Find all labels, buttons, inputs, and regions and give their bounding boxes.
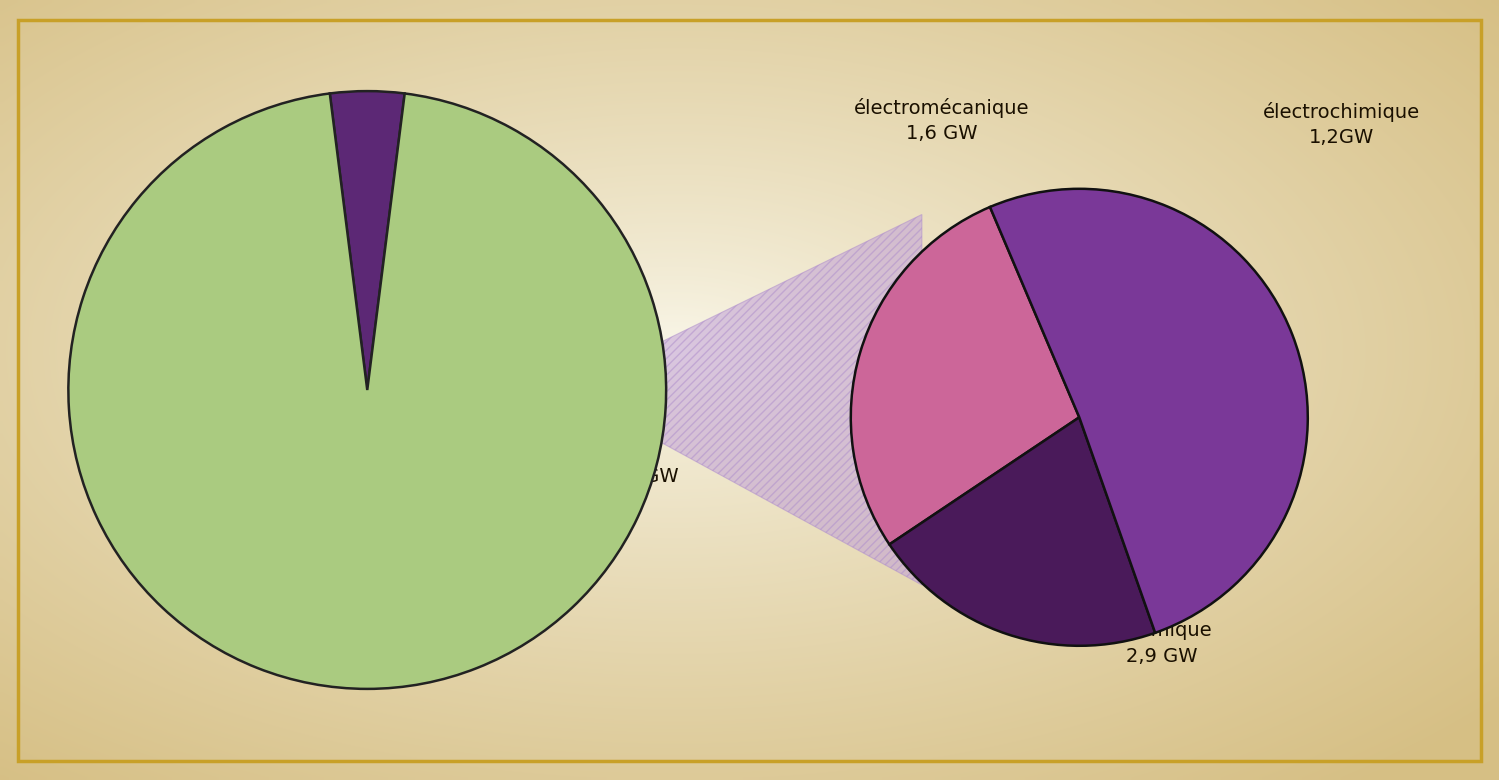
Wedge shape	[889, 417, 1156, 646]
Text: STEP: STEP	[237, 300, 303, 324]
Text: autre
5,7 GW
4 %: autre 5,7 GW 4 %	[607, 441, 679, 512]
Wedge shape	[69, 94, 666, 689]
Text: 96 %: 96 %	[240, 464, 300, 488]
Wedge shape	[330, 91, 405, 390]
Wedge shape	[851, 207, 1079, 544]
Text: ~1 %: ~1 %	[1118, 385, 1166, 403]
Text: ~1 %: ~1 %	[1003, 338, 1051, 356]
Text: thermique
2,9 GW: thermique 2,9 GW	[1111, 622, 1213, 665]
Text: électrochimique
1,2GW: électrochimique 1,2GW	[1264, 102, 1420, 147]
Wedge shape	[989, 189, 1307, 633]
Text: ~2 %: ~2 %	[1048, 482, 1096, 501]
Text: électromécanique
1,6 GW: électromécanique 1,6 GW	[853, 98, 1030, 144]
Polygon shape	[597, 215, 922, 585]
Text: 161 GW: 161 GW	[223, 378, 316, 402]
